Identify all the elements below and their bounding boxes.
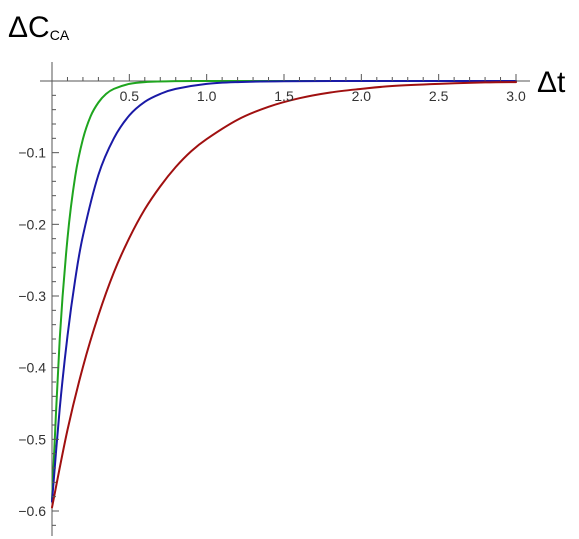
y-tick-label: −0.6 — [18, 503, 46, 519]
curves — [51, 79, 517, 509]
x-tick-label: 3.0 — [506, 88, 526, 104]
x-tick-label: 2.0 — [352, 88, 372, 104]
x-tick-label: 2.5 — [429, 88, 449, 104]
x-axis-label: Δt — [537, 66, 566, 99]
x-tick-label: 1.0 — [197, 88, 217, 104]
series-red-curve — [51, 81, 517, 509]
y-tick-label: −0.3 — [18, 288, 46, 304]
y-axis-label: ΔCCA — [8, 11, 70, 44]
y-axis-label-main: ΔC — [8, 11, 50, 44]
ticks: 0.5 1.0 1.5 2.0 2.5 3.0 −0.1 −0.2 −0.3 −0.4 −0.5 −0… — [18, 74, 526, 526]
x-tick-label: 1.5 — [274, 88, 294, 104]
y-axis-label-subscript: CA — [50, 27, 70, 43]
y-tick-label: −0.2 — [18, 216, 46, 232]
x-tick-label: 0.5 — [120, 88, 140, 104]
axes — [40, 62, 530, 536]
y-tick-label: −0.5 — [18, 431, 46, 447]
series-green-curve — [51, 79, 517, 502]
y-tick-label: −0.1 — [18, 145, 46, 161]
y-tick-label: −0.4 — [18, 360, 46, 376]
series-blue-curve — [51, 79, 517, 503]
